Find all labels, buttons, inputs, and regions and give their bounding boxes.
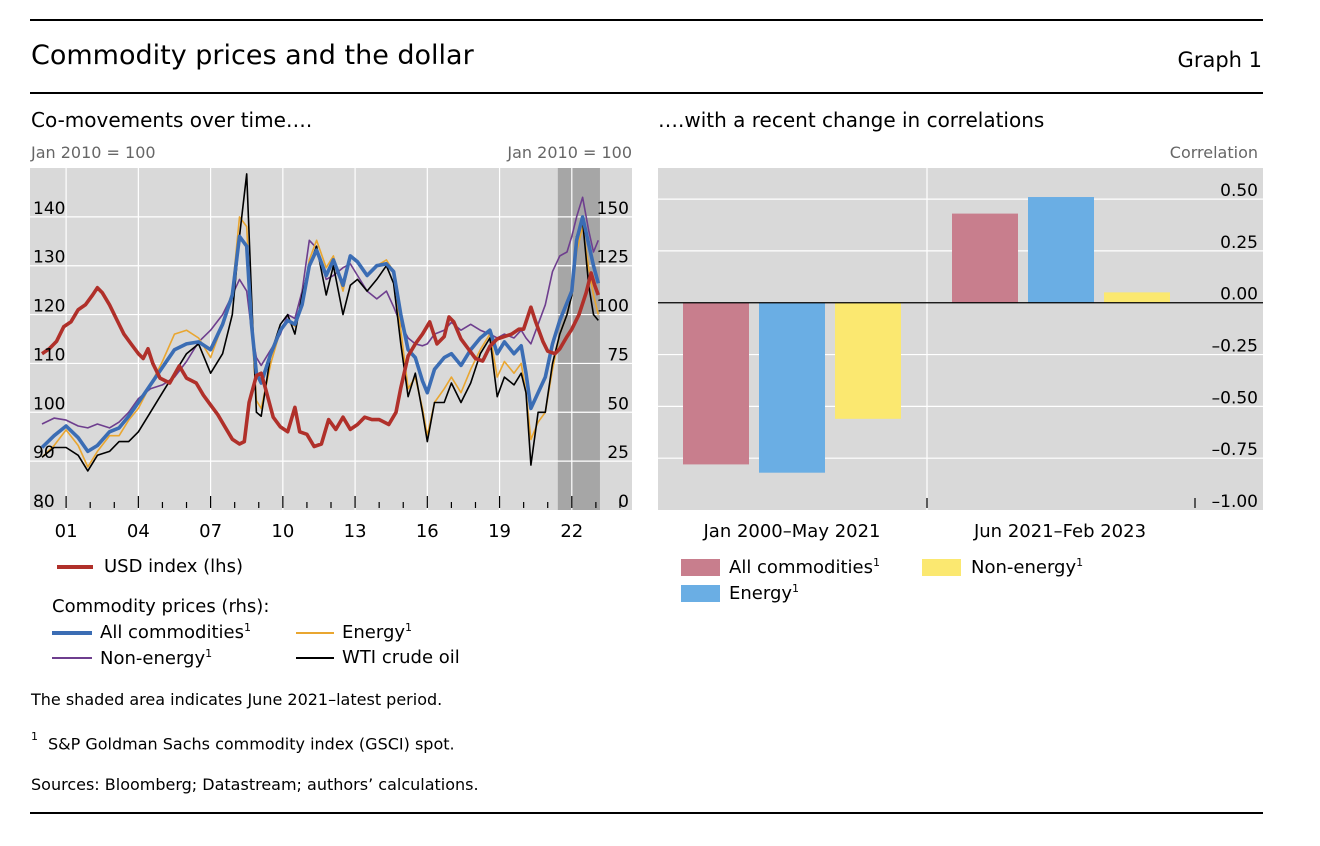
- header-rule: [30, 92, 1263, 94]
- legend-nonenergy-text: Non-energy: [100, 648, 206, 669]
- left-unit-rhs: Jan 2010 = 100: [507, 143, 632, 162]
- footnote-mark: 1: [31, 730, 38, 743]
- y-tick-label-right: 25: [607, 443, 629, 463]
- charts-canvas: 01 04 07 10 13 16 19 22 80 90 100 110 120 130 140 0 25 50…: [30, 168, 1263, 542]
- bottom-rule: [30, 812, 1263, 814]
- legend-all-text: All commodities: [100, 622, 244, 643]
- y-tick-label: –1.00: [1212, 492, 1258, 512]
- legend-energy-label: Energy1: [342, 621, 412, 643]
- legend-usd-swatch: [57, 565, 93, 569]
- legend-bar-nonenergy-label: Non-energy1: [971, 556, 1083, 578]
- x-tick-label: 07: [199, 521, 222, 542]
- y-tick-label: 0.25: [1220, 233, 1258, 253]
- y-tick-label: –0.75: [1212, 440, 1258, 460]
- x-tick-label: 04: [127, 521, 150, 542]
- x-tick-label: 16: [416, 521, 439, 542]
- top-rule: [30, 19, 1263, 21]
- y-tick-label-left: 110: [33, 345, 65, 365]
- right-unit: Correlation: [1169, 143, 1258, 162]
- bar-bar_nonenergy: [1104, 292, 1170, 303]
- legend-bar-nonenergy-sup: 1: [1076, 556, 1084, 569]
- series-line-wti: [41, 173, 599, 472]
- y-tick-label: 0.50: [1220, 181, 1258, 201]
- legend-nonenergy-sup: 1: [205, 647, 213, 660]
- legend-bar-all-sup: 1: [872, 556, 880, 569]
- bar-bar_energy: [759, 302, 825, 473]
- x-tick-label: 01: [55, 521, 78, 542]
- series-line-nonenergy: [41, 196, 600, 429]
- category-label: Jan 2000–May 2021: [702, 521, 880, 542]
- y-tick-label-right: 125: [597, 248, 629, 268]
- legend-all-sup: 1: [243, 621, 251, 634]
- legend-bar-nonenergy-text: Non-energy: [971, 557, 1077, 578]
- left-subtitle: Co-movements over time….: [31, 108, 313, 132]
- y-tick-label-left: 80: [33, 492, 55, 512]
- y-tick-label-right: 0: [618, 492, 629, 512]
- legend-all-swatch: [52, 631, 92, 635]
- y-tick-label: 0.00: [1220, 285, 1258, 305]
- series-line-all: [40, 215, 601, 454]
- legend-energy-text: Energy: [342, 622, 406, 643]
- legend-group-title: Commodity prices (rhs):: [52, 596, 270, 617]
- line-plot-background: [30, 168, 632, 510]
- legend-bar-energy-swatch: [681, 585, 720, 602]
- bar-bar_all: [683, 302, 749, 465]
- x-tick-label: 22: [560, 521, 583, 542]
- legend-bar-all-swatch: [681, 559, 720, 576]
- y-tick-label-right: 50: [607, 394, 629, 414]
- graph-label: Graph 1: [1177, 48, 1262, 72]
- footnote: 1 S&P Goldman Sachs commodity index (GSCI…: [31, 730, 455, 754]
- legend-bar-all-text: All commodities: [729, 557, 873, 578]
- y-tick-label-left: 140: [33, 199, 65, 219]
- y-tick-label: –0.50: [1212, 388, 1258, 408]
- bar-bar_energy: [1028, 197, 1094, 303]
- y-tick-label-left: 120: [33, 297, 65, 317]
- legend-all-label: All commodities1: [100, 621, 251, 643]
- legend-energy-swatch: [296, 632, 334, 634]
- legend-bar-nonenergy-swatch: [922, 559, 961, 576]
- bar-chart: Jan 2000–May 2021 Jun 2021–Feb 2023 –1.00 –…: [658, 168, 1263, 542]
- legend-bar-energy-sup: 1: [792, 582, 800, 595]
- legend-bar-energy-text: Energy: [729, 583, 793, 604]
- y-tick-label-right: 75: [607, 345, 629, 365]
- legend-nonenergy-swatch: [52, 657, 92, 659]
- legend-wti-swatch: [296, 657, 334, 659]
- legend-usd-label: USD index (lhs): [104, 556, 243, 577]
- shaded-note: The shaded area indicates June 2021–late…: [31, 690, 443, 709]
- page-title: Commodity prices and the dollar: [31, 40, 474, 71]
- category-label: Jun 2021–Feb 2023: [973, 521, 1146, 542]
- legend-bar-energy-label: Energy1: [729, 582, 799, 604]
- y-tick-label-left: 100: [33, 394, 65, 414]
- legend-nonenergy-label: Non-energy1: [100, 647, 212, 669]
- legend-bar-all-label: All commodities1: [729, 556, 880, 578]
- footnote-text: S&P Goldman Sachs commodity index (GSCI)…: [48, 734, 455, 754]
- x-tick-label: 13: [344, 521, 367, 542]
- left-unit-lhs: Jan 2010 = 100: [31, 143, 156, 162]
- y-tick-label-right: 100: [597, 297, 629, 317]
- line-chart: 01 04 07 10 13 16 19 22 80 90 100 110 120 130 140 0 25 50…: [30, 168, 632, 542]
- x-tick-label: 10: [271, 521, 294, 542]
- y-tick-label-left: 90: [33, 443, 55, 463]
- legend-energy-sup: 1: [405, 621, 413, 634]
- y-tick-label-right: 150: [597, 199, 629, 219]
- legend-wti-label: WTI crude oil: [342, 647, 460, 668]
- series-line-usd: [40, 271, 600, 449]
- sources-note: Sources: Bloomberg; Datastream; authors’…: [31, 775, 479, 794]
- right-subtitle: ….with a recent change in correlations: [658, 108, 1045, 132]
- y-tick-label-left: 130: [33, 248, 65, 268]
- bar-bar_all: [952, 213, 1018, 303]
- bar-bar_nonenergy: [835, 302, 901, 419]
- y-tick-label: –0.25: [1212, 337, 1258, 357]
- x-tick-label: 19: [488, 521, 511, 542]
